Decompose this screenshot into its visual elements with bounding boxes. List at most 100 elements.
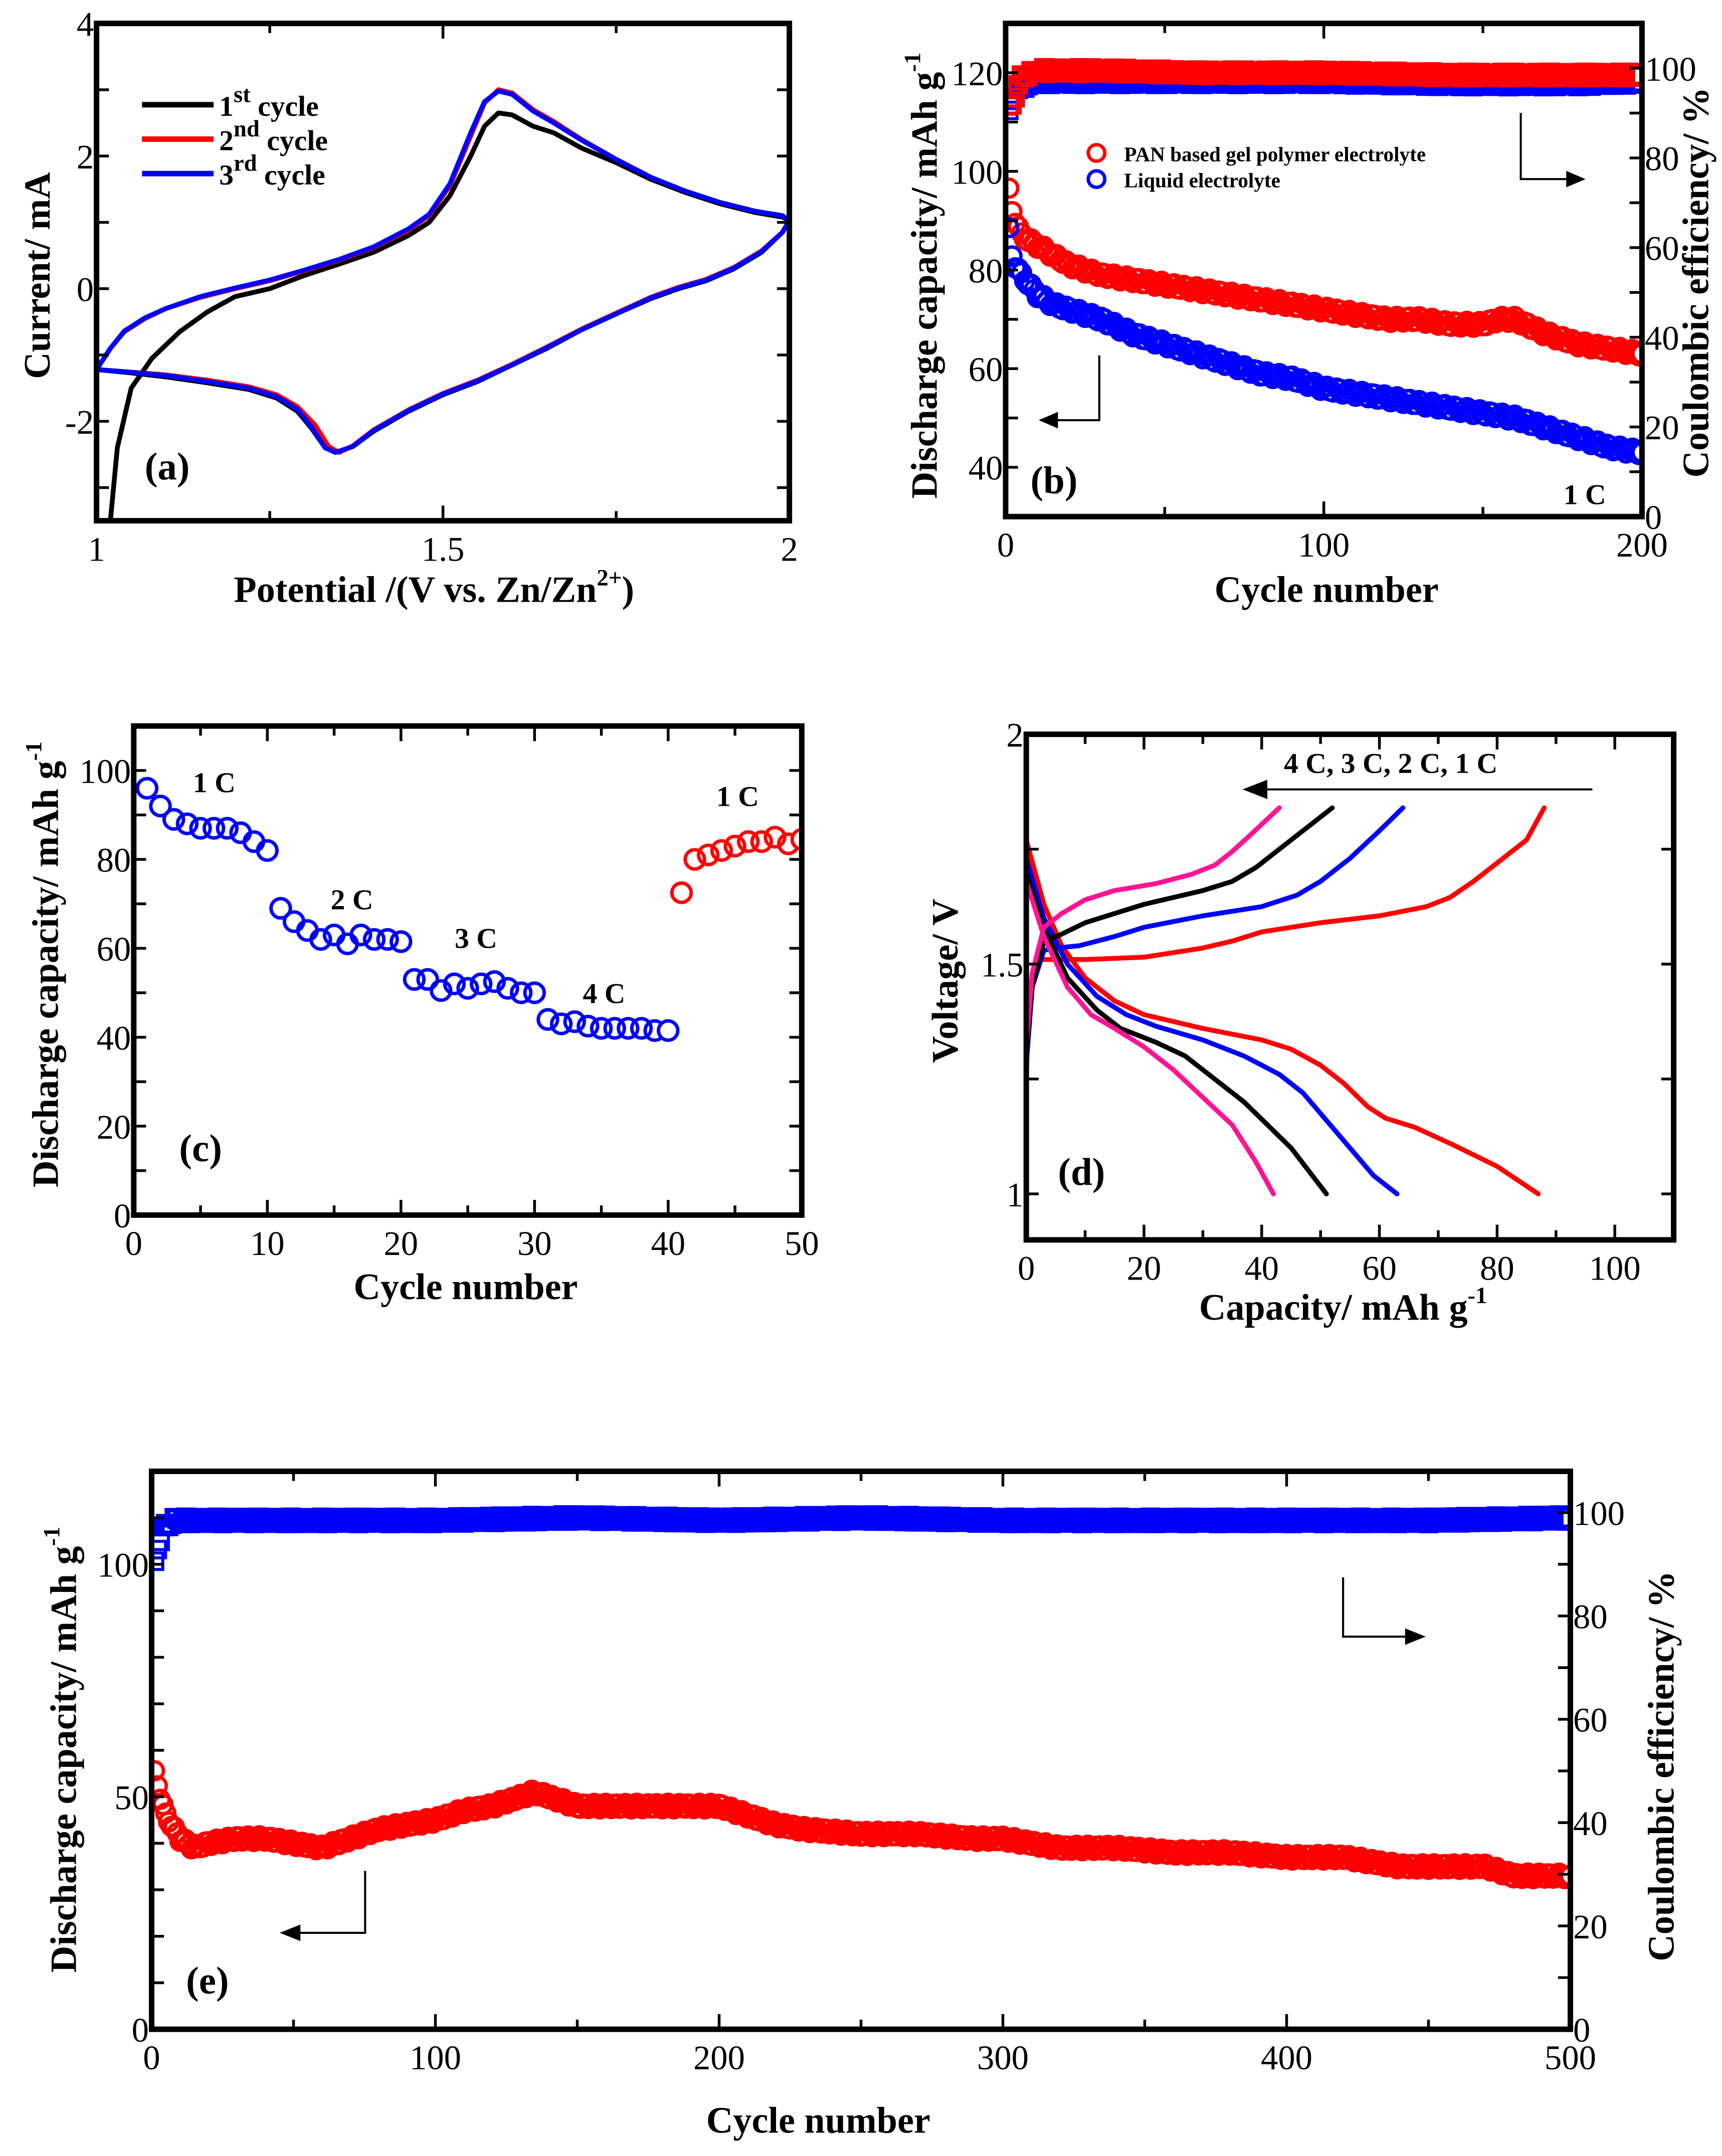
- panel-label: (a): [145, 445, 190, 488]
- x-tick-label: 100: [1298, 526, 1350, 564]
- plot-frame: [148, 1468, 1574, 2032]
- right-axis-arrow: [1519, 113, 1574, 181]
- panel-d-voltage-profiles: (d) 4 C, 3 C, 2 C, 1 C Capacity/ mAh g-1…: [925, 716, 1677, 1328]
- series-line: [1026, 805, 1335, 1058]
- x-tick-label: 0: [143, 2039, 160, 2077]
- series-line: [1026, 879, 1276, 1196]
- data-point: [483, 970, 506, 993]
- panel-b-cycling: (b) 1 C Cycle number Discharge capacity/…: [900, 21, 1716, 611]
- legend-label: 3rd cycle: [219, 150, 325, 191]
- x-tick-label: 500: [1545, 2039, 1596, 2077]
- data-point: [403, 968, 426, 991]
- y-tick-label: 80: [97, 841, 131, 879]
- data-point: [269, 896, 292, 920]
- data-point: [162, 808, 185, 831]
- data-point: [151, 1551, 164, 1571]
- series-line: [1026, 837, 1541, 1196]
- x-axis-title: Cycle number: [353, 1267, 578, 1308]
- y2-axis-title: Coulombic efficiency/ %: [1641, 1571, 1682, 1961]
- x-axis-title: Cycle number: [706, 2100, 930, 2141]
- series-line: [1026, 856, 1400, 1196]
- arrowhead: [1038, 412, 1058, 429]
- data-point: [1008, 258, 1029, 279]
- y-tick-label: 1: [1006, 1176, 1023, 1214]
- data-point: [149, 794, 172, 818]
- data-point: [577, 1014, 600, 1038]
- y-tick-label: 60: [969, 350, 1003, 389]
- x-tick-label: 80: [1480, 1249, 1514, 1288]
- y-axis-title: Discharge capacity/ mAh g-1: [39, 1527, 84, 1973]
- y2-axis-title: Coulombic efficiency/ %: [1675, 87, 1716, 478]
- y-tick-label: 50: [114, 1778, 149, 1817]
- data-point: [590, 1017, 613, 1040]
- arrowhead: [1566, 170, 1586, 188]
- data-point: [657, 1019, 680, 1042]
- plot-frame: [1023, 731, 1677, 1243]
- legend-label: 1st cycle: [219, 81, 319, 122]
- y-axis-title: Voltage/ V: [925, 899, 966, 1063]
- rate-annotation: 1 C: [1564, 479, 1606, 511]
- rate-annotation: 4 C, 3 C, 2 C, 1 C: [1284, 748, 1497, 779]
- arrowhead: [1242, 780, 1268, 799]
- data-point: [536, 1008, 559, 1031]
- x-tick-label: 0: [997, 526, 1014, 564]
- x-tick-label: 200: [1616, 526, 1668, 564]
- data-point: [430, 979, 453, 1002]
- y-axis-title: Discharge capacity/ mAh g-1: [21, 741, 67, 1187]
- x-axis-title: Capacity/ mAh g-1: [1199, 1283, 1487, 1328]
- y2-tick-label: 60: [1645, 230, 1679, 268]
- data-point: [175, 812, 199, 835]
- y-tick-label: 2: [77, 138, 94, 176]
- data-point: [189, 817, 212, 840]
- legend-marker: [1086, 169, 1107, 190]
- left-axis-arrow: [1049, 355, 1100, 422]
- data-point: [630, 1017, 653, 1040]
- plot-area: [96, 87, 790, 521]
- panel-label: (b): [1030, 459, 1077, 502]
- x-tick-label: 1: [88, 530, 105, 568]
- panel-label: (c): [179, 1127, 222, 1170]
- y2-tick-label: 40: [1573, 1805, 1608, 1843]
- x-tick-label: 10: [250, 1224, 285, 1263]
- y-tick-label: 0: [77, 270, 94, 308]
- x-tick-label: 0: [125, 1224, 142, 1263]
- data-point: [309, 928, 332, 951]
- rate-annotation: 2 C: [331, 884, 373, 916]
- data-point: [683, 848, 706, 871]
- data-point: [443, 972, 466, 995]
- y2-tick-label: 80: [1645, 140, 1679, 178]
- y2-tick-label: 0: [1573, 2011, 1590, 2049]
- y-tick-label: 40: [969, 449, 1003, 487]
- panel-e-long-cycling: (e) Cycle number Discharge capacity/ mAh…: [39, 1468, 1682, 2141]
- left-axis-arrow: [296, 1871, 366, 1934]
- panel-c-rate: (c) 1 C 2 C 3 C 4 C 1 C Cycle number Dis…: [21, 723, 819, 1308]
- data-point: [216, 817, 239, 840]
- y-tick-label: 0: [114, 1197, 131, 1235]
- plot-frame: [131, 723, 805, 1218]
- series-line: [1026, 805, 1406, 1068]
- x-tick-label: 40: [1244, 1249, 1279, 1288]
- data-point: [697, 843, 720, 866]
- x-tick-label: 20: [384, 1224, 418, 1263]
- data-point: [710, 839, 733, 862]
- data-point: [617, 1017, 640, 1040]
- y-tick-label: 40: [97, 1019, 131, 1057]
- legend-label: 2nd cycle: [219, 116, 328, 156]
- right-axis-arrow: [1342, 1577, 1410, 1638]
- data-point: [763, 826, 787, 849]
- data-point: [1453, 400, 1475, 422]
- x-tick-label: 0: [1018, 1249, 1035, 1288]
- y-tick-label: 120: [951, 55, 1003, 93]
- plot-frame: [94, 21, 793, 524]
- y-tick-label: 100: [97, 1546, 149, 1584]
- data-point: [456, 977, 479, 1000]
- x-tick-label: 400: [1261, 2039, 1312, 2077]
- data-point: [750, 830, 774, 853]
- y-tick-label: 80: [969, 252, 1003, 290]
- x-tick-label: 30: [517, 1224, 552, 1263]
- rate-annotation: 4 C: [583, 978, 625, 1009]
- x-tick-label: 60: [1362, 1249, 1397, 1288]
- x-tick-label: 200: [693, 2039, 745, 2077]
- data-point: [563, 1010, 586, 1033]
